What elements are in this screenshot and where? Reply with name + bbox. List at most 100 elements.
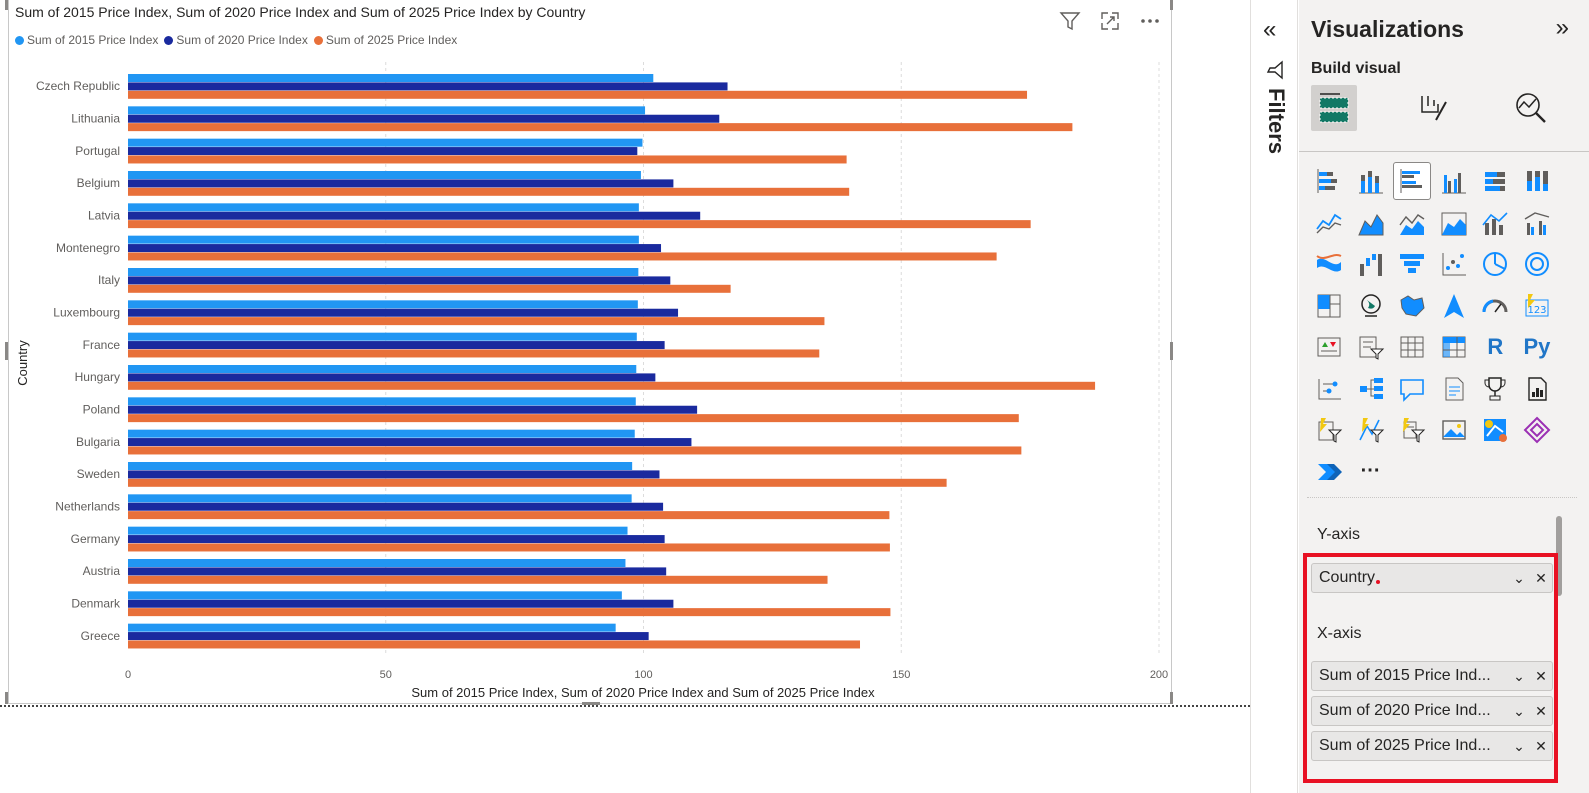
close-icon[interactable]: ✕ bbox=[1535, 569, 1547, 586]
focus-mode-icon[interactable] bbox=[1097, 8, 1123, 34]
ribbon-chart-icon[interactable] bbox=[1311, 246, 1347, 282]
line-chart-icon[interactable] bbox=[1311, 205, 1347, 241]
line-and-clustered-column-chart-icon[interactable] bbox=[1519, 205, 1555, 241]
legend-item-2020[interactable]: Sum of 2020 Price Index bbox=[164, 33, 308, 47]
clustered-bar-chart-visual[interactable]: Sum of 2015 Price Index, Sum of 2020 Pri… bbox=[8, 0, 1172, 704]
x-axis-field-2020[interactable]: Sum of 2020 Price Ind... ⌄ ✕ bbox=[1311, 696, 1553, 726]
stacked-area-chart-icon[interactable] bbox=[1394, 205, 1430, 241]
qa-icon[interactable] bbox=[1394, 371, 1430, 407]
more-options-icon[interactable] bbox=[1137, 8, 1163, 34]
resize-handle-top-right[interactable] bbox=[1170, 0, 1173, 10]
clustered-bar-chart-icon[interactable] bbox=[1393, 162, 1432, 200]
analytics-tab[interactable] bbox=[1507, 85, 1553, 131]
arcgis-map-icon[interactable] bbox=[1477, 412, 1513, 448]
y-axis-field-country[interactable]: Country ⌄ ✕ bbox=[1311, 563, 1553, 593]
y-tick-label: Greece bbox=[81, 629, 121, 643]
donut-chart-icon[interactable] bbox=[1519, 246, 1555, 282]
legend-marker-2015 bbox=[15, 35, 24, 45]
filters-pane[interactable]: « Filters bbox=[1250, 0, 1298, 793]
x-axis-field-2025[interactable]: Sum of 2025 Price Ind... ⌄ ✕ bbox=[1311, 731, 1553, 761]
map-globe-icon[interactable] bbox=[1353, 288, 1389, 324]
metrics-trophy-icon[interactable] bbox=[1477, 371, 1513, 407]
area-chart-icon[interactable] bbox=[1353, 205, 1389, 241]
card-icon[interactable]: 123 bbox=[1519, 288, 1555, 324]
bar-sum-of-2025-price-index bbox=[128, 220, 1031, 229]
bar-sum-of-2020-price-index bbox=[128, 147, 638, 156]
bar-sum-of-2025-price-index bbox=[128, 123, 1073, 132]
power-apps-filter-icon[interactable] bbox=[1394, 412, 1430, 448]
azure-map-icon[interactable] bbox=[1436, 288, 1472, 324]
pane-scrollbar[interactable] bbox=[1556, 516, 1562, 596]
resize-handle-top-left[interactable] bbox=[5, 0, 8, 10]
stacked-bar-chart-icon[interactable] bbox=[1311, 163, 1347, 199]
100-percent-stacked-area-chart-icon[interactable] bbox=[1436, 205, 1472, 241]
resize-handle-left[interactable] bbox=[5, 342, 8, 360]
resize-handle-bottom[interactable] bbox=[582, 702, 600, 705]
smart-narrative-icon[interactable] bbox=[1436, 371, 1472, 407]
gauge-icon[interactable] bbox=[1477, 288, 1513, 324]
close-icon[interactable]: ✕ bbox=[1535, 702, 1547, 719]
stacked-column-chart-icon[interactable] bbox=[1353, 163, 1389, 199]
key-influencers-icon[interactable] bbox=[1311, 371, 1347, 407]
power-apps-slicer-icon[interactable] bbox=[1311, 412, 1347, 448]
pie-chart-icon[interactable] bbox=[1477, 246, 1513, 282]
y-tick-label: Denmark bbox=[71, 596, 121, 610]
bar-sum-of-2020-price-index bbox=[128, 244, 662, 253]
funnel-chart-icon[interactable] bbox=[1394, 246, 1430, 282]
100-percent-stacked-bar-chart-icon[interactable] bbox=[1477, 163, 1513, 199]
legend-marker-2020 bbox=[164, 35, 174, 45]
chevron-down-icon[interactable]: ⌄ bbox=[1513, 737, 1525, 754]
bar-sum-of-2020-price-index bbox=[128, 632, 649, 641]
clustered-column-chart-icon[interactable] bbox=[1436, 163, 1472, 199]
bar-sum-of-2020-price-index bbox=[128, 567, 667, 576]
bar-sum-of-2015-price-index bbox=[128, 397, 636, 406]
decomposition-tree-icon[interactable] bbox=[1353, 371, 1389, 407]
kpi-icon[interactable] bbox=[1311, 329, 1347, 365]
filter-icon[interactable] bbox=[1057, 8, 1083, 34]
resize-handle-right[interactable] bbox=[1170, 342, 1173, 360]
bar-sum-of-2025-price-index bbox=[128, 90, 1028, 99]
bar-sum-of-2015-price-index bbox=[128, 591, 622, 600]
waterfall-chart-icon[interactable] bbox=[1353, 246, 1389, 282]
r-script-visual-icon[interactable]: R bbox=[1477, 329, 1513, 365]
resize-handle-bottom-right[interactable] bbox=[1170, 692, 1173, 704]
x-axis-field-2015[interactable]: Sum of 2015 Price Ind... ⌄ ✕ bbox=[1311, 661, 1553, 691]
legend-item-2015[interactable]: Sum of 2015 Price Index bbox=[15, 33, 158, 47]
line-and-stacked-column-chart-icon[interactable] bbox=[1477, 205, 1513, 241]
resize-handle-bottom-left[interactable] bbox=[5, 692, 8, 704]
image-visual-icon[interactable] bbox=[1436, 412, 1472, 448]
matrix-icon[interactable] bbox=[1436, 329, 1472, 365]
bar-sum-of-2025-price-index bbox=[128, 543, 890, 552]
bar-sum-of-2020-price-index bbox=[128, 438, 692, 447]
power-apps-icon[interactable] bbox=[1519, 412, 1555, 448]
slicer-icon[interactable] bbox=[1353, 329, 1389, 365]
bar-sum-of-2025-price-index bbox=[128, 349, 820, 358]
y-tick-label: Austria bbox=[83, 564, 121, 578]
highlight-box bbox=[1303, 553, 1558, 783]
chevron-down-icon[interactable]: ⌄ bbox=[1513, 569, 1525, 586]
chevron-down-icon[interactable]: ⌄ bbox=[1513, 667, 1525, 684]
filters-collapse-button[interactable]: « bbox=[1263, 16, 1277, 43]
bar-sum-of-2020-price-index bbox=[128, 470, 660, 479]
pane-divider bbox=[1299, 151, 1589, 152]
legend-item-2025[interactable]: Sum of 2025 Price Index bbox=[313, 33, 457, 47]
scatter-chart-icon[interactable] bbox=[1436, 246, 1472, 282]
build-visual-label: Build visual bbox=[1311, 60, 1401, 77]
100-percent-stacked-column-chart-icon[interactable] bbox=[1519, 163, 1555, 199]
bar-sum-of-2015-price-index bbox=[128, 300, 638, 309]
table-icon[interactable] bbox=[1394, 329, 1430, 365]
power-automate-icon[interactable] bbox=[1311, 454, 1347, 490]
close-icon[interactable]: ✕ bbox=[1535, 737, 1547, 754]
visualizations-collapse-button[interactable]: » bbox=[1555, 14, 1569, 41]
chevron-down-icon[interactable]: ⌄ bbox=[1513, 702, 1525, 719]
build-visual-tab[interactable] bbox=[1311, 85, 1357, 131]
power-automate-visual-icon[interactable] bbox=[1353, 412, 1389, 448]
x-tick-label: 100 bbox=[634, 669, 652, 681]
python-visual-icon[interactable]: Py bbox=[1519, 329, 1555, 365]
format-visual-tab[interactable] bbox=[1409, 85, 1455, 131]
paginated-report-icon[interactable] bbox=[1519, 371, 1555, 407]
close-icon[interactable]: ✕ bbox=[1535, 667, 1547, 684]
more-visuals-button[interactable]: ··· bbox=[1360, 460, 1381, 482]
filled-map-icon[interactable] bbox=[1394, 288, 1430, 324]
treemap-icon[interactable] bbox=[1311, 288, 1347, 324]
